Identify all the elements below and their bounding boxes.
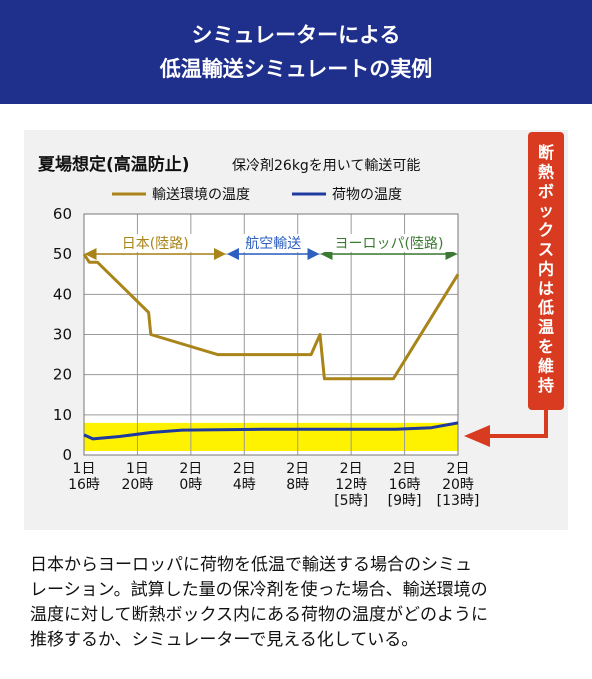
chart-title: 夏場想定(高温防止) — [38, 154, 190, 175]
x-tick-label: 2日 20時[13時] — [437, 461, 480, 509]
env-temperature-line — [82, 253, 460, 381]
x-tick-label: 2日 0時 — [179, 461, 202, 493]
plot-border — [83, 213, 459, 456]
legend-cargo-label: 荷物の温度 — [332, 187, 402, 203]
legend-env-label: 輸送環境の温度 — [152, 187, 250, 203]
x-tick-label: 2日 8時 — [286, 461, 309, 493]
y-tick-label: 10 — [53, 406, 72, 424]
x-tick-label: 2日 16時[9時] — [388, 461, 422, 509]
segment-label: 航空輸送 — [245, 236, 301, 252]
x-tick-label: 1日 20時 — [122, 461, 154, 493]
caption-line: 日本からヨーロッパに荷物を低温で輸送する場合のシミュ — [30, 555, 472, 575]
chart-subtitle: 保冷剤26kgを用いて輸送可能 — [232, 158, 420, 174]
caption-line: 温度に対して断熱ボックス内にある荷物の温度がどのように — [30, 605, 488, 625]
segment-label-bg — [110, 234, 201, 252]
x-tick-label: 1日 16時 — [68, 461, 100, 493]
header-banner: シミュレーターによる 低温輸送シミュレートの実例 — [0, 0, 592, 104]
caption: 日本からヨーロッパに荷物を低温で輸送する場合のシミュ レーション。試算した量の保… — [30, 553, 570, 653]
header-title-line2: 低温輸送シミュレートの実例 — [159, 57, 433, 81]
segment-label: ヨーロッパ(陸路) — [335, 236, 444, 252]
callout: 断熱ボックス内は低温を維持 — [464, 132, 564, 447]
caption-line: 推移するか、シミュレーターで見える化している。 — [30, 630, 419, 650]
callout-arrowhead — [464, 425, 490, 447]
x-tick-label: 2日 4時 — [233, 461, 256, 493]
segment-label-bg — [242, 234, 305, 252]
plot-area: 0 10 20 30 40 50 60 1日 16時 1日 20時 2日 0時 2日 4時 2日 8時 2日 12時… — [53, 205, 479, 509]
y-tick-label: 20 — [53, 366, 72, 384]
callout-box — [528, 132, 564, 410]
segment-label-bg — [322, 234, 455, 252]
y-tick-label: 40 — [53, 285, 72, 303]
callout-text: 断熱ボックス内は低温を維持 — [537, 143, 554, 395]
cargo-temperature-line — [83, 421, 459, 441]
caption-line: レーション。試算した量の保冷剤を使った場合、輸送環境の — [30, 580, 488, 600]
callout-connector — [488, 410, 548, 438]
segment-label: 日本(陸路) — [122, 236, 189, 252]
y-tick-label: 0 — [62, 446, 72, 464]
y-tick-label: 50 — [53, 245, 72, 263]
low-temp-band — [84, 422, 458, 451]
header-title-line1: シミュレーターによる — [191, 23, 401, 47]
y-tick-label: 60 — [53, 205, 72, 223]
x-tick-label: 2日 12時[5時] — [334, 461, 368, 509]
y-tick-label: 30 — [53, 326, 72, 344]
